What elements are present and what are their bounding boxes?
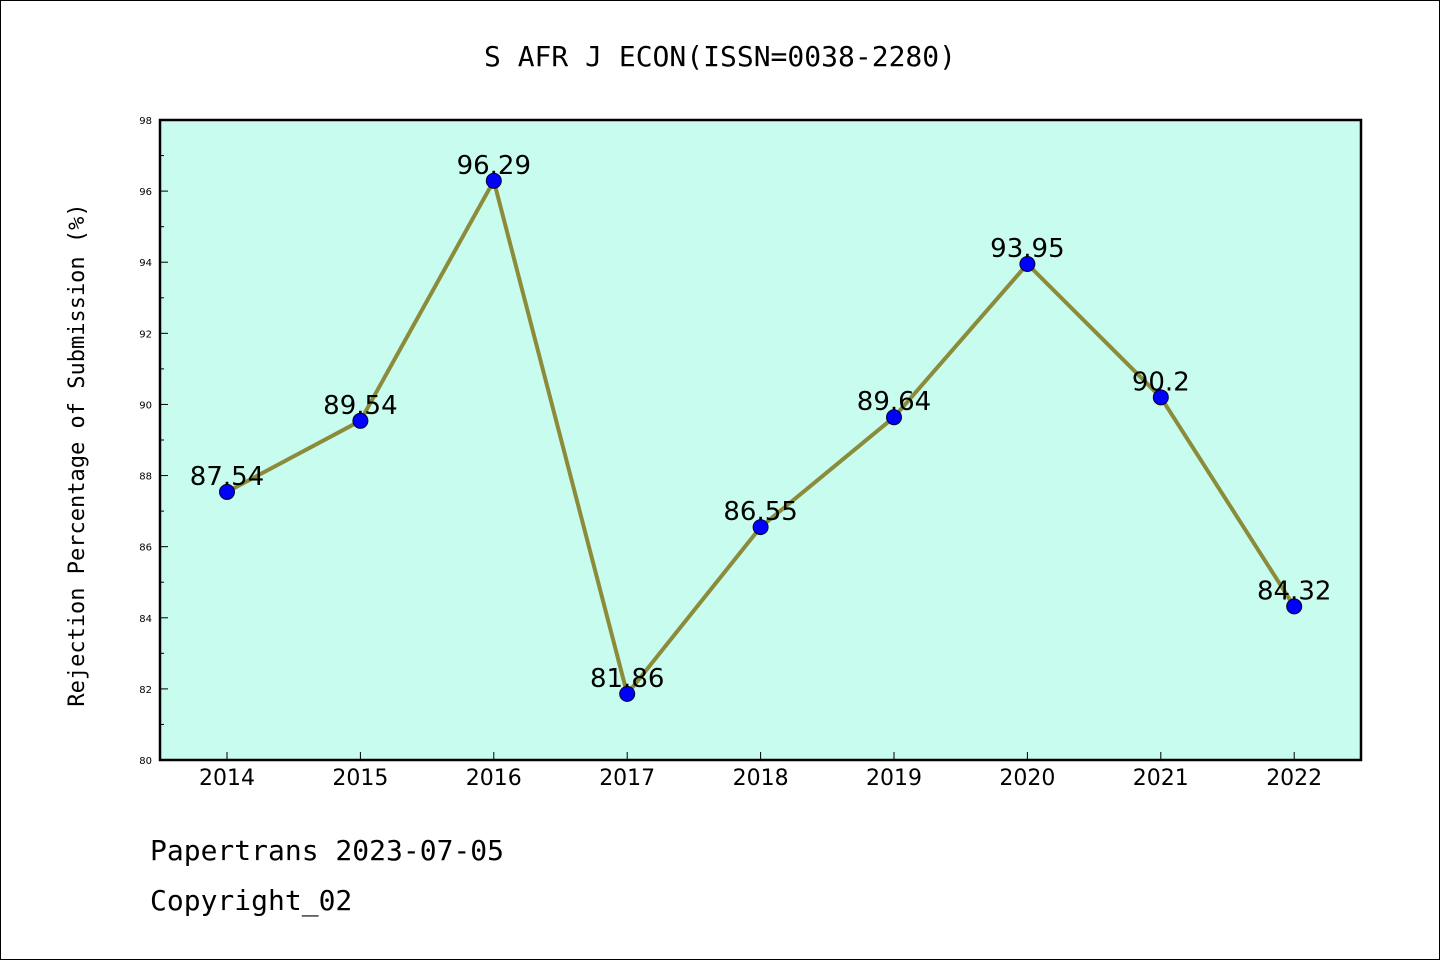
data-point xyxy=(886,409,902,426)
y-tick-label: 84 xyxy=(139,614,152,625)
x-tick-label: 2019 xyxy=(866,766,922,791)
y-tick-label: 98 xyxy=(139,116,152,127)
x-axis: 2014 2015 2016 2017 2018 2019 2020 2021 2022 xyxy=(199,752,1322,791)
data-label: 93.95 xyxy=(990,234,1064,264)
x-tick-label: 2018 xyxy=(733,766,789,791)
plot-area xyxy=(158,118,1363,762)
y-axis: 80 82 84 86 88 90 92 94 96 98 xyxy=(139,116,168,767)
x-tick-label: 2016 xyxy=(466,766,522,791)
x-tick-label: 2014 xyxy=(199,766,255,791)
y-tick-label: 82 xyxy=(139,685,152,696)
y-tick-label: 90 xyxy=(139,400,152,411)
data-point xyxy=(752,519,769,536)
data-label: 89.64 xyxy=(857,387,931,417)
data-label: 89.54 xyxy=(323,391,397,421)
y-tick-label: 80 xyxy=(139,756,152,767)
data-point xyxy=(485,172,502,189)
x-tick-label: 2020 xyxy=(999,766,1055,791)
data-point xyxy=(219,483,235,500)
y-tick-label: 92 xyxy=(139,329,152,340)
data-label: 86.55 xyxy=(723,497,797,527)
series xyxy=(219,172,1303,702)
footer-copyright: Copyright_02 xyxy=(150,884,353,917)
y-tick-label: 86 xyxy=(139,543,152,554)
data-point xyxy=(1152,389,1169,406)
data-point xyxy=(619,685,636,702)
y-tick-label: 88 xyxy=(139,472,152,483)
x-tick-label: 2017 xyxy=(599,766,655,791)
chart-title: S AFR J ECON(ISSN=0038-2280) xyxy=(484,40,956,73)
footer-date: Papertrans 2023-07-05 xyxy=(150,834,505,867)
data-point xyxy=(1019,256,1036,272)
data-label: 81.86 xyxy=(590,664,664,694)
y-tick-label: 96 xyxy=(139,187,152,198)
data-labels: 87.54 89.54 96.29 81.86 86.55 89.64 93.95 90.2 8… xyxy=(190,151,1332,694)
y-axis-label: Rejection Percentage of Submission (%) xyxy=(65,203,90,706)
x-tick-label: 2015 xyxy=(332,766,388,791)
data-label: 87.54 xyxy=(190,462,264,492)
data-label: 84.32 xyxy=(1257,576,1331,606)
y-tick-label: 94 xyxy=(139,258,152,269)
x-tick-label: 2021 xyxy=(1133,766,1189,791)
data-label: 90.2 xyxy=(1132,367,1190,397)
data-point xyxy=(352,412,369,429)
data-point xyxy=(1286,598,1303,615)
data-label: 96.29 xyxy=(457,151,531,181)
x-tick-label: 2022 xyxy=(1266,766,1322,791)
